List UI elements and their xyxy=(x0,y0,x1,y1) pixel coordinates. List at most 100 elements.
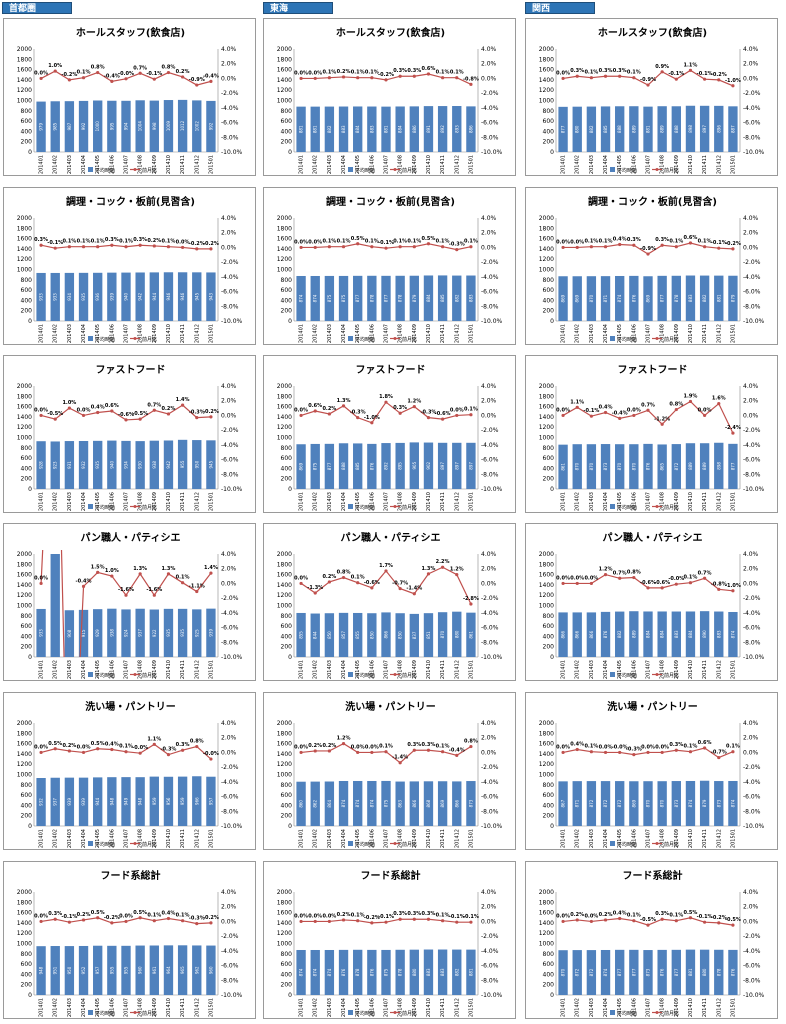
bar xyxy=(93,100,103,152)
legend-bar-swatch xyxy=(610,167,615,172)
x-tick-label: 201404 xyxy=(603,155,609,174)
legend-bar-swatch xyxy=(348,504,353,509)
bar-value-label: 874 xyxy=(313,968,318,976)
line-value-label: -0.1% xyxy=(583,408,599,414)
bar-value-label: 850 xyxy=(369,631,374,639)
x-tick-label: 201407 xyxy=(384,998,390,1017)
line-point xyxy=(81,413,86,418)
y2-tick-label: 4.0% xyxy=(221,889,237,896)
line-value-label: 0.1% xyxy=(584,744,598,750)
y-tick-label: 2000 xyxy=(17,551,32,558)
line-value-label: 0.0% xyxy=(556,913,570,919)
bar-value-label: 873 xyxy=(674,799,679,807)
line-value-label: 0.0% xyxy=(34,913,48,919)
bar xyxy=(600,106,611,152)
bar xyxy=(381,275,391,321)
x-tick-label: 201412 xyxy=(716,492,722,511)
line-point xyxy=(731,247,735,251)
x-tick-label: 201402 xyxy=(575,492,581,511)
bar-value-label: 892 xyxy=(384,462,389,470)
legend-bar-label: 平均時給 xyxy=(95,841,115,848)
y-tick-label: 200 xyxy=(281,982,293,989)
line-point xyxy=(166,70,171,75)
line-point xyxy=(299,76,303,81)
bar-value-label: 879 xyxy=(702,799,707,807)
legend-line-marker xyxy=(393,505,397,508)
line-value-label: -0.2% xyxy=(378,72,394,78)
y-tick-label: 0 xyxy=(28,318,32,325)
bar xyxy=(78,945,89,995)
bar-value-label: 886 xyxy=(468,125,473,133)
bar xyxy=(600,949,611,995)
bar xyxy=(353,612,363,657)
line-point xyxy=(674,77,678,81)
line-point xyxy=(138,417,142,421)
bar xyxy=(728,780,738,826)
x-tick-label: 201406 xyxy=(109,660,115,679)
bar-value-label: 866 xyxy=(454,799,459,807)
legend-bar-swatch xyxy=(610,336,615,341)
bar xyxy=(381,443,391,489)
line-point xyxy=(441,565,445,569)
x-tick-label: 201409 xyxy=(152,829,158,848)
line-value-label: 1.3% xyxy=(162,566,176,572)
bar-value-label: 952 xyxy=(81,966,86,974)
y2-tick-label: -6.0% xyxy=(481,963,499,970)
line-point xyxy=(426,72,431,76)
line-value-label: 0.1% xyxy=(436,239,450,245)
x-tick-label: 201407 xyxy=(124,492,130,511)
x-tick-label: 201409 xyxy=(152,324,158,343)
line-point xyxy=(632,243,636,247)
line-value-label: -0.4% xyxy=(449,747,465,753)
line-value-label: 0.2% xyxy=(322,574,336,580)
line-point xyxy=(688,750,693,754)
legend-line-label: 前月比 xyxy=(142,167,157,174)
x-tick-label: 201408 xyxy=(660,324,666,343)
x-tick-label: 201403 xyxy=(589,660,595,679)
x-tick-label: 201501 xyxy=(208,660,214,679)
bar xyxy=(685,443,696,489)
line-point xyxy=(209,757,213,761)
bar-value-label: 878 xyxy=(398,968,403,976)
x-tick-label: 201404 xyxy=(603,660,609,679)
bar xyxy=(452,106,462,152)
line-value-label: -0.3% xyxy=(189,916,205,922)
line-value-label: 0.7% xyxy=(613,570,627,576)
y2-tick-label: -6.0% xyxy=(743,457,761,464)
y-tick-label: 1200 xyxy=(539,592,554,599)
bar-value-label: 883 xyxy=(468,294,473,302)
chart-svg: フード系総計0200400600800100012001400160018002… xyxy=(17,869,243,1017)
x-tick-label: 201407 xyxy=(384,829,390,848)
bar-value-label: 866 xyxy=(575,630,580,638)
line-point xyxy=(110,243,114,247)
y2-tick-label: -2.0% xyxy=(221,933,239,940)
line-point xyxy=(575,74,579,78)
x-tick-label: 201411 xyxy=(180,998,186,1017)
bar-value-label: 994 xyxy=(124,122,129,130)
bar xyxy=(572,444,582,489)
bar-value-label: 942 xyxy=(166,460,171,468)
x-tick-label: 201404 xyxy=(341,155,347,174)
x-tick-label: 201410 xyxy=(688,155,694,174)
bar xyxy=(367,106,377,152)
bar-value-label: 883 xyxy=(426,968,431,976)
line-point xyxy=(561,919,565,924)
x-tick-label: 201402 xyxy=(53,829,59,848)
bar-value-label: 875 xyxy=(341,294,346,302)
bar xyxy=(558,612,568,657)
bar xyxy=(192,609,202,657)
y-tick-label: 200 xyxy=(281,644,293,651)
chart-panel: フード系総計 0 200 400 600 800 1000 1200 1400 1600 1800 2… xyxy=(263,861,516,1019)
y2-tick-label: -6.0% xyxy=(481,120,499,127)
legend-bar-label: 平均時給 xyxy=(355,672,375,679)
line-value-label: 0.8% xyxy=(627,570,641,576)
y-tick-label: 1600 xyxy=(17,236,32,243)
bar-value-label: 960 xyxy=(138,966,143,974)
y-tick-label: 1000 xyxy=(539,941,554,948)
bar-value-label: 873 xyxy=(468,799,473,807)
y-tick-label: 1600 xyxy=(539,404,554,411)
y-tick-label: 1800 xyxy=(539,225,554,232)
x-tick-label: 201410 xyxy=(166,660,172,679)
bar-value-label: 893 xyxy=(454,125,459,133)
bar-value-label: 898 xyxy=(688,125,693,133)
